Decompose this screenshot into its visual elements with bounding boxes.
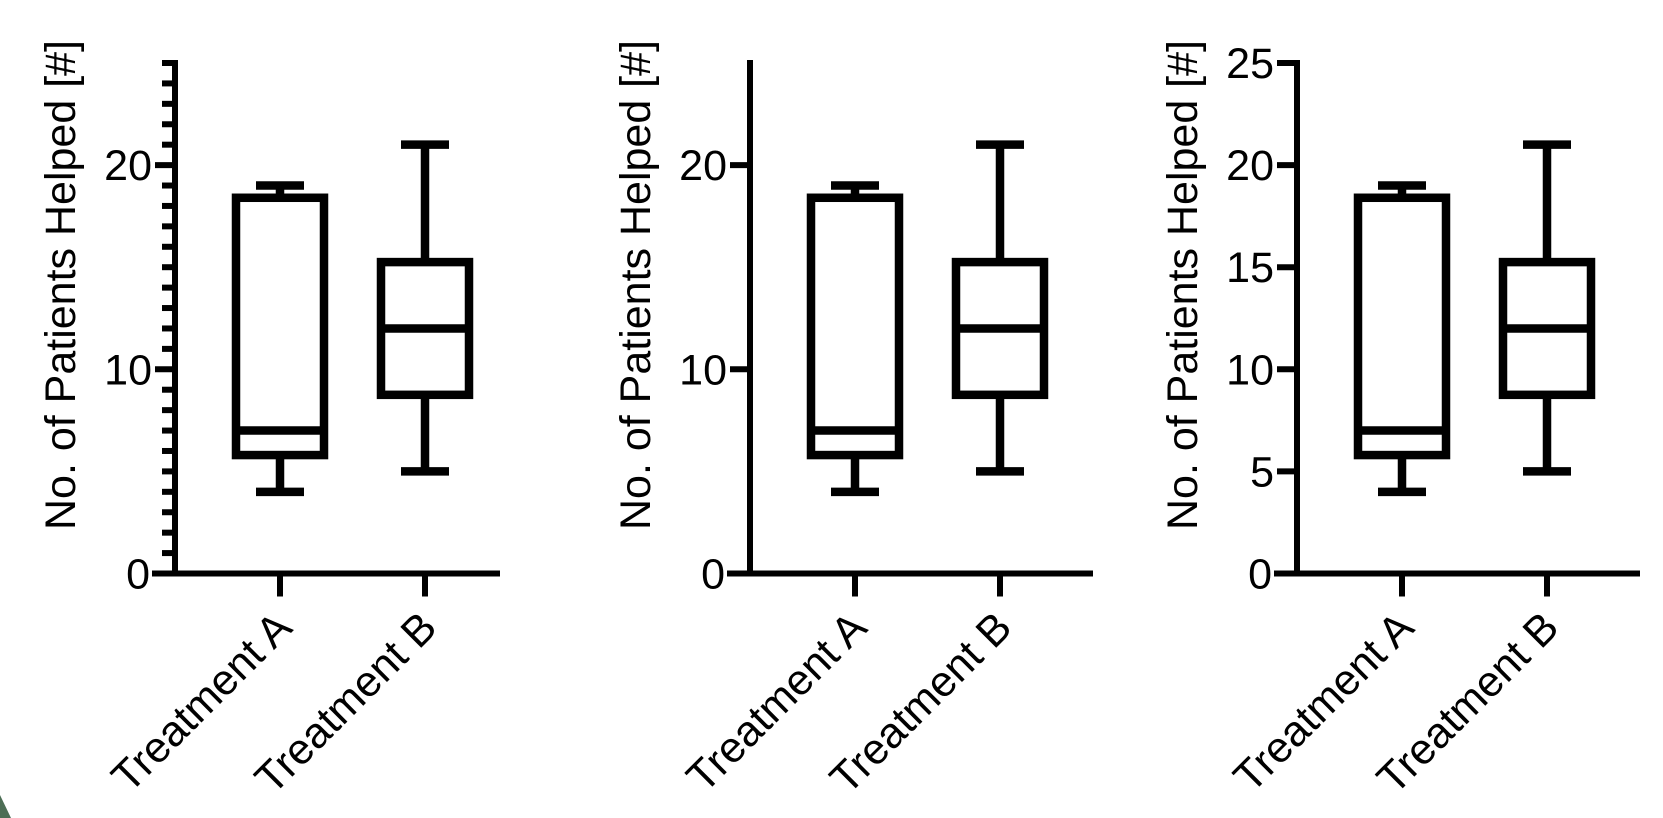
y-tick-label: 20: [104, 142, 152, 190]
y-axis-title: No. of Patients Helped [#]: [37, 40, 85, 530]
y-tick-label: 0: [126, 551, 150, 599]
box-whisker-treatment-a: [231, 181, 329, 497]
iqr-box: [231, 193, 329, 460]
y-axis-title: No. of Patients Helped [#]: [1159, 40, 1207, 530]
corner-artifact: [0, 795, 11, 818]
box-whisker-treatment-a: [806, 181, 904, 497]
y-tick-label: 10: [1226, 346, 1274, 394]
y-ticks: 0 10 20: [679, 142, 750, 599]
y-tick-label: 15: [1226, 244, 1274, 292]
box-whisker-treatment-a: [1353, 181, 1451, 497]
y-ticks: 0 5 10 15 20 25: [1226, 40, 1297, 599]
y-tick-label: 10: [104, 346, 152, 394]
iqr-box: [806, 193, 904, 460]
y-tick-label: 10: [679, 346, 727, 394]
iqr-box: [1353, 193, 1451, 460]
y-tick-label: 0: [1248, 551, 1272, 599]
y-axis-title: No. of Patients Helped [#]: [612, 40, 660, 530]
box-whisker-treatment-b: [951, 140, 1049, 476]
y-tick-label: 20: [679, 142, 727, 190]
y-tick-label: 5: [1250, 448, 1274, 496]
box-whisker-treatment-b: [1498, 140, 1596, 476]
y-tick-label: 20: [1226, 142, 1274, 190]
box-whisker-treatment-b: [376, 140, 474, 476]
y-tick-label: 25: [1226, 40, 1274, 88]
y-ticks: 0 10 20: [104, 142, 175, 599]
y-tick-label: 0: [701, 551, 725, 599]
y-minor-ticks: [162, 60, 175, 557]
